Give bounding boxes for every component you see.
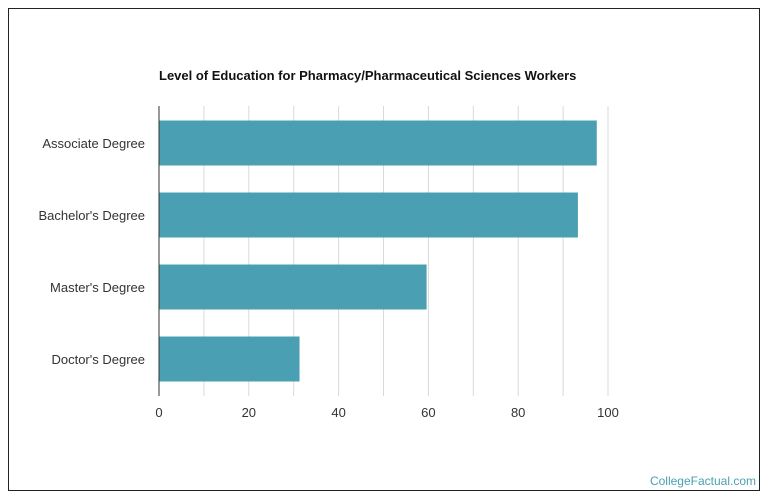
category-label: Master's Degree (50, 280, 145, 295)
bar-0[interactable] (159, 120, 597, 166)
bar-layer (159, 120, 597, 382)
x-tick-label: 80 (511, 405, 525, 420)
bar-2[interactable] (159, 264, 427, 310)
x-tick-label: 0 (155, 405, 162, 420)
bar-3[interactable] (159, 336, 300, 382)
x-tick-label: 20 (242, 405, 256, 420)
chart-title: Level of Education for Pharmacy/Pharmace… (159, 68, 576, 83)
watermark-text[interactable]: CollegeFactual.com (650, 474, 756, 488)
x-tick-label: 60 (421, 405, 435, 420)
category-labels: Associate Degree Bachelor's Degree Master'… (38, 136, 145, 367)
x-tick-label: 40 (331, 405, 345, 420)
x-tick-label: 100 (597, 405, 619, 420)
category-label: Associate Degree (42, 136, 145, 151)
x-tick-labels: 0 20 40 60 80 100 (155, 405, 618, 420)
category-label: Bachelor's Degree (38, 208, 145, 223)
bar-1[interactable] (159, 192, 578, 238)
category-label: Doctor's Degree (51, 352, 145, 367)
